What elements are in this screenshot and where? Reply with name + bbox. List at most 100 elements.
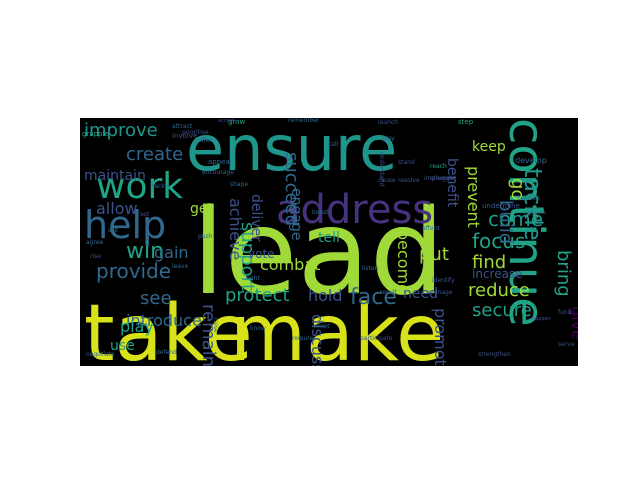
word-remain: remain <box>198 304 219 366</box>
word-hold: hold <box>308 286 343 305</box>
word-leave: leave <box>172 263 189 270</box>
word-play: play <box>120 317 154 336</box>
word-work: work <box>96 166 183 207</box>
word-offer: offer <box>198 137 212 144</box>
cloud-background <box>80 118 578 366</box>
word-fund: fund <box>558 309 572 316</box>
word-introduce: introduce <box>126 311 202 330</box>
word-receive: receive <box>518 195 540 202</box>
word-see: see <box>140 288 172 309</box>
word-struggle: struggle <box>430 175 455 182</box>
word-stand: stand <box>398 159 415 166</box>
word-become: become <box>394 230 413 294</box>
word-attract: attract <box>172 123 193 130</box>
word-find: find <box>472 252 506 273</box>
word-benefit: benefit <box>444 158 460 208</box>
word-prioritise: prioritise <box>182 129 209 136</box>
word-bring: bring <box>553 250 574 297</box>
word-strengthen: strengthen <box>478 351 511 358</box>
word-come: come <box>488 207 543 231</box>
word-need: need <box>403 286 438 302</box>
word-appeal: appeal <box>208 158 232 166</box>
word-tell: tell <box>318 230 340 246</box>
word-combat: combat <box>260 255 320 274</box>
word-use: use <box>110 338 135 354</box>
word-continue: continue <box>498 118 554 327</box>
word-secure: secure <box>472 300 532 321</box>
word-win: win <box>126 239 164 264</box>
word-compete: compete <box>524 210 546 216</box>
word-vote: vote <box>248 247 275 261</box>
word-engage: engage <box>288 188 304 240</box>
word-manage: manage <box>428 289 453 296</box>
word-serve: serve <box>558 341 575 348</box>
word-ensure: ensure <box>186 118 397 185</box>
word-defend: defend <box>156 349 177 356</box>
word-call: call <box>328 141 339 148</box>
word-face: face <box>350 285 397 310</box>
word-take: take <box>84 289 253 366</box>
word-provide: provide <box>96 259 171 283</box>
word-tackle: tackle <box>519 168 547 241</box>
word-put: put <box>419 244 449 265</box>
word-address: address <box>276 187 433 233</box>
word-boost: boost <box>312 209 329 216</box>
word-accept: accept <box>218 118 235 124</box>
word-shape: shape <box>230 181 248 188</box>
word-set: set <box>140 211 150 218</box>
word-meet: meet <box>314 323 330 330</box>
word-step: step <box>458 118 474 126</box>
word-increase: increase <box>472 267 523 281</box>
word-agree: agree <box>86 239 104 246</box>
word-make: make <box>230 289 444 366</box>
word-know: know <box>250 325 266 332</box>
word-reach: reach <box>430 163 447 170</box>
word-get: get <box>190 201 214 217</box>
word-resolve: resolve <box>398 177 420 184</box>
word-give: give <box>568 306 578 340</box>
word-cause: cause <box>378 177 396 184</box>
word-involve: involve <box>172 132 197 140</box>
word-protect: protect <box>225 285 290 306</box>
word-negotiate: negotiate <box>86 351 115 358</box>
word-build: build <box>495 200 516 244</box>
word-support: support <box>237 222 258 291</box>
word-listen: listen <box>362 265 379 272</box>
word-focus: focus <box>472 229 525 253</box>
word-launch: launch <box>378 119 398 126</box>
word-discuss: discuss <box>308 314 327 366</box>
word-allow: allow <box>96 199 138 218</box>
word-remember: remember <box>288 118 320 124</box>
word-promote: promote <box>431 308 450 366</box>
word-deliver: deliver <box>248 194 264 242</box>
word-go: go <box>507 178 528 200</box>
word-prevent: prevent <box>464 166 483 228</box>
word-stay: stay <box>382 135 395 142</box>
word-tackle: tackle <box>152 183 170 190</box>
word-keep: keep <box>472 139 506 155</box>
word-grapple: grapple <box>82 130 109 138</box>
word-understand: understand <box>378 152 385 187</box>
word-lead: lead <box>192 183 445 321</box>
word-help: help <box>84 203 166 247</box>
word-undermine: undermine <box>482 202 520 210</box>
word-afford: afford <box>422 225 440 232</box>
word-reduce: reduce <box>468 280 530 301</box>
word-require: require <box>292 335 314 342</box>
word-identify: identify <box>432 277 455 284</box>
word-encourage: encourage <box>202 169 234 176</box>
word-grow: grow <box>228 118 245 126</box>
word-implement: implement <box>424 175 457 182</box>
word-maintain: maintain <box>84 168 146 184</box>
word-happen: happen <box>532 316 551 322</box>
word-raise: raise <box>212 318 219 333</box>
word-rise: rise <box>90 253 101 260</box>
word-succeed: succeed <box>281 152 302 226</box>
word-cloud: lead take make ensure continue address help wor… <box>80 118 578 366</box>
word-develop: develop <box>515 156 547 165</box>
word-fight: fight <box>246 275 260 282</box>
word-achieve: achieve <box>226 198 245 260</box>
word-push: push <box>198 233 213 240</box>
word-ask: ask <box>108 227 119 234</box>
